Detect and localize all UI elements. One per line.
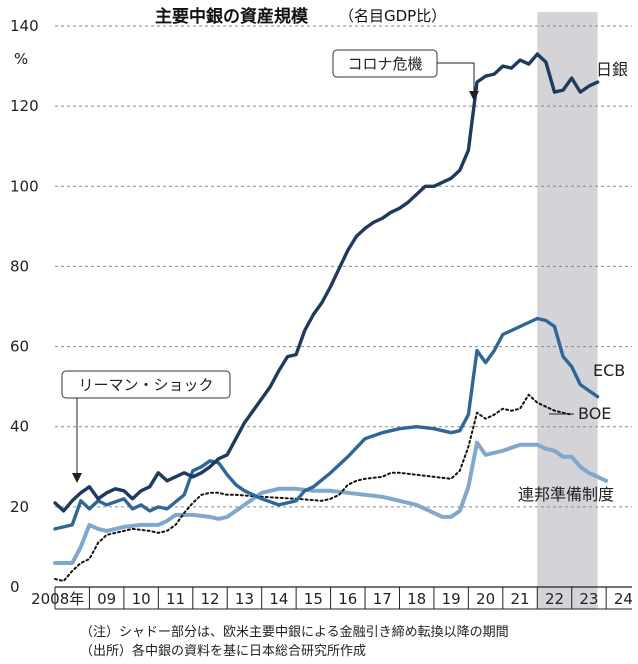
chart-title: 主要中銀の資産規模 <box>155 6 309 27</box>
series-line-2 <box>54 393 573 582</box>
x-tick-label: 09 <box>97 590 116 608</box>
series-label-1: ECB <box>593 361 625 380</box>
x-tick-label: 18 <box>407 590 426 608</box>
lehman-callout-text: リーマン・ショック <box>78 376 213 394</box>
y-tick-label: 60 <box>10 338 29 356</box>
x-tick-labels: 2008年 09 10 11 12 13 14 15 16 17 18 19 20 21 22 23 24 <box>31 587 633 609</box>
series-line-3 <box>53 440 609 565</box>
x-tick-label: 21 <box>510 590 529 608</box>
tightening-period-shade <box>537 12 598 609</box>
x-tick-label: 12 <box>200 590 219 608</box>
covid-callout-text: コロナ危機 <box>347 55 422 73</box>
series-labels: 日銀 ECB BOE 連邦準備制度 <box>518 60 628 504</box>
y-tick-label: 140 <box>10 17 39 35</box>
y-tick-label: 100 <box>10 177 39 195</box>
x-tick-label: 14 <box>269 590 288 608</box>
y-tick-label: 20 <box>10 498 29 516</box>
y-tick-label: 120 <box>10 97 39 115</box>
lehman-arrow-head <box>72 473 82 483</box>
x-tick-label: 23 <box>579 590 598 608</box>
gridlines <box>55 25 632 610</box>
x-tick-label: 17 <box>373 590 392 608</box>
series-line-1 <box>53 316 600 531</box>
series-lines <box>53 52 609 582</box>
footnote: （注）シャドー部分は、欧米主要中銀による金融引き締め転換以降の期間 <box>80 624 509 640</box>
x-tick-label: 15 <box>304 590 323 608</box>
y-tick-label: 40 <box>10 418 29 436</box>
x-tick-label: 24 <box>614 590 633 608</box>
chart-subtitle: （名目GDP比） <box>339 7 446 25</box>
series-label-2: BOE <box>578 404 611 423</box>
lehman-callout-box <box>61 370 231 399</box>
series-label-3: 連邦準備制度 <box>518 485 614 504</box>
y-axis-unit: % <box>14 50 28 68</box>
x-tick-label: 13 <box>235 590 254 608</box>
y-tick-labels: 0 20 40 60 80 100 120 140 <box>10 17 39 596</box>
series-line-0 <box>53 52 600 513</box>
y-tick-label: 0 <box>10 578 20 596</box>
x-tick-label: 20 <box>476 590 495 608</box>
x-tick-label: 11 <box>166 590 185 608</box>
covid-callout-arrow <box>437 62 475 96</box>
y-tick-label: 80 <box>10 257 29 275</box>
x-tick-label: 2008年 <box>31 590 84 608</box>
x-tick-label: 19 <box>442 590 461 608</box>
series-label-0: 日銀 <box>596 60 628 79</box>
source-note: （出所）各中銀の資料を基に日本総合研究所作成 <box>80 643 366 659</box>
x-tick-label: 22 <box>545 590 564 608</box>
x-tick-label: 10 <box>132 590 151 608</box>
x-tick-label: 16 <box>338 590 357 608</box>
covid-arrow-head <box>469 91 479 101</box>
shade-rect <box>537 12 598 609</box>
